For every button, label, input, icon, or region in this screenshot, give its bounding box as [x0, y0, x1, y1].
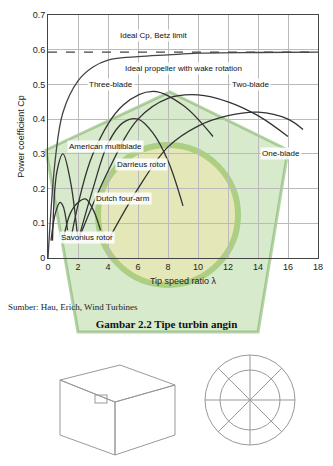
svg-text:16: 16: [283, 262, 293, 272]
svg-text:Three-blade: Three-blade: [89, 80, 133, 89]
svg-text:4: 4: [105, 262, 110, 272]
svg-text:14: 14: [253, 262, 263, 272]
svg-text:Power coefficient Cp: Power coefficient Cp: [16, 95, 26, 177]
svg-text:8: 8: [165, 262, 170, 272]
svg-text:Dutch four-arm: Dutch four-arm: [96, 194, 150, 203]
svg-text:0.2: 0.2: [33, 184, 46, 194]
svg-text:Darrieus rotor: Darrieus rotor: [117, 160, 166, 169]
svg-text:12: 12: [223, 262, 233, 272]
svg-text:Two-blade: Two-blade: [232, 80, 269, 89]
svg-text:0: 0: [45, 262, 50, 272]
svg-text:0.5: 0.5: [33, 80, 46, 90]
svg-text:6: 6: [135, 262, 140, 272]
svg-text:Ideal Cp, Betz limit: Ideal Cp, Betz limit: [120, 31, 187, 40]
svg-text:Savonius rotor: Savonius rotor: [61, 233, 113, 242]
svg-text:2: 2: [75, 262, 80, 272]
svg-text:0.7: 0.7: [33, 10, 46, 20]
svg-text:0: 0: [40, 253, 45, 263]
svg-text:10: 10: [193, 262, 203, 272]
svg-text:One-blade: One-blade: [262, 149, 300, 158]
svg-text:18: 18: [313, 262, 323, 272]
svg-text:Ideal propeller with wake rota: Ideal propeller with wake rotation: [125, 64, 242, 73]
svg-text:American multiblade: American multiblade: [69, 142, 142, 151]
html-text:Sumber: Hau, Erich, Wind Turbi: Sumber: Hau, Erich, Wind Turbines: [8, 302, 138, 312]
svg-text:0.3: 0.3: [33, 149, 46, 159]
html-text:Gambar 2.2 Tipe turbin angin: Gambar 2.2 Tipe turbin angin: [95, 318, 238, 330]
svg-text:Tip speed ratio λ: Tip speed ratio λ: [150, 276, 217, 286]
svg-text:0.4: 0.4: [33, 114, 46, 124]
svg-text:0.6: 0.6: [33, 45, 46, 55]
svg-text:0.1: 0.1: [33, 218, 46, 228]
